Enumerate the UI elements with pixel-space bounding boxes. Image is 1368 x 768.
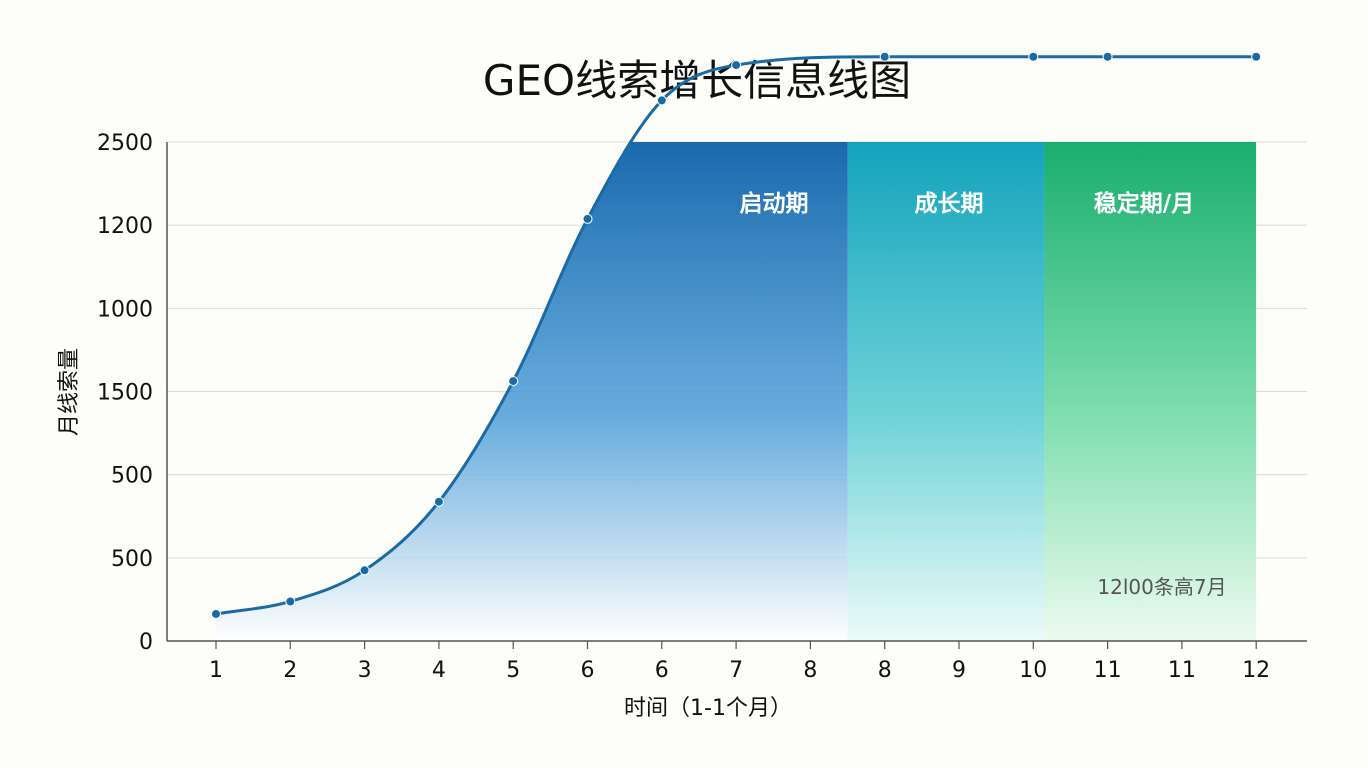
data-point <box>359 565 370 576</box>
phase-label-1: 启动期 <box>740 190 809 217</box>
data-point <box>1102 51 1113 62</box>
data-points <box>211 51 1262 619</box>
data-point <box>731 60 742 71</box>
y-tick-label: 500 <box>111 547 153 572</box>
x-tick-label: 9 <box>952 658 966 683</box>
x-tick-label: 5 <box>506 658 520 683</box>
y-tick-labels: 0 500 500 1500 1000 1200 2500 <box>97 131 153 655</box>
x-tick-label: 11 <box>1168 658 1196 683</box>
data-point <box>285 596 296 607</box>
data-point <box>582 213 593 224</box>
x-tick-labels: 1 2 3 4 5 6 6 7 8 8 9 10 11 11 12 <box>209 641 1270 683</box>
phase-labels: 启动期 成长期 稳定期/月 <box>740 190 1195 217</box>
data-point <box>433 496 444 507</box>
x-tick-label: 3 <box>358 658 372 683</box>
x-tick-label: 10 <box>1019 658 1047 683</box>
phase-area-3 <box>1044 142 1257 641</box>
data-point <box>1028 51 1039 62</box>
y-tick-label: 2500 <box>97 131 153 156</box>
data-point <box>879 51 890 62</box>
x-tick-label: 2 <box>283 658 297 683</box>
phase-label-3: 稳定期/月 <box>1094 190 1194 217</box>
x-tick-label: 4 <box>432 658 446 683</box>
annotation-text: 12l00条高7月 <box>1097 575 1226 599</box>
phase-area-2 <box>847 142 1045 641</box>
y-tick-label: 1000 <box>97 297 153 322</box>
data-point <box>656 95 667 106</box>
chart-title: GEO线索增长信息线图 <box>483 56 911 105</box>
x-tick-label: 1 <box>209 658 223 683</box>
x-tick-label: 6 <box>655 658 669 683</box>
data-point <box>211 608 221 619</box>
x-tick-label: 11 <box>1094 658 1122 683</box>
x-tick-label: 8 <box>803 658 817 683</box>
data-point <box>508 376 519 387</box>
y-tick-label: 0 <box>139 630 153 655</box>
phase-label-2: 成长期 <box>915 191 984 217</box>
y-axis-title: 月线索量 <box>57 348 82 436</box>
x-tick-label: 7 <box>729 658 743 683</box>
y-tick-label: 1500 <box>97 381 153 406</box>
x-tick-label: 6 <box>581 658 595 683</box>
x-axis-title: 时间（1-1个月） <box>624 696 792 721</box>
y-tick-label: 500 <box>111 464 153 489</box>
x-tick-label: 12 <box>1242 658 1270 683</box>
y-tick-label: 1200 <box>97 214 153 239</box>
data-point <box>1251 51 1262 62</box>
x-tick-label: 8 <box>878 658 892 683</box>
